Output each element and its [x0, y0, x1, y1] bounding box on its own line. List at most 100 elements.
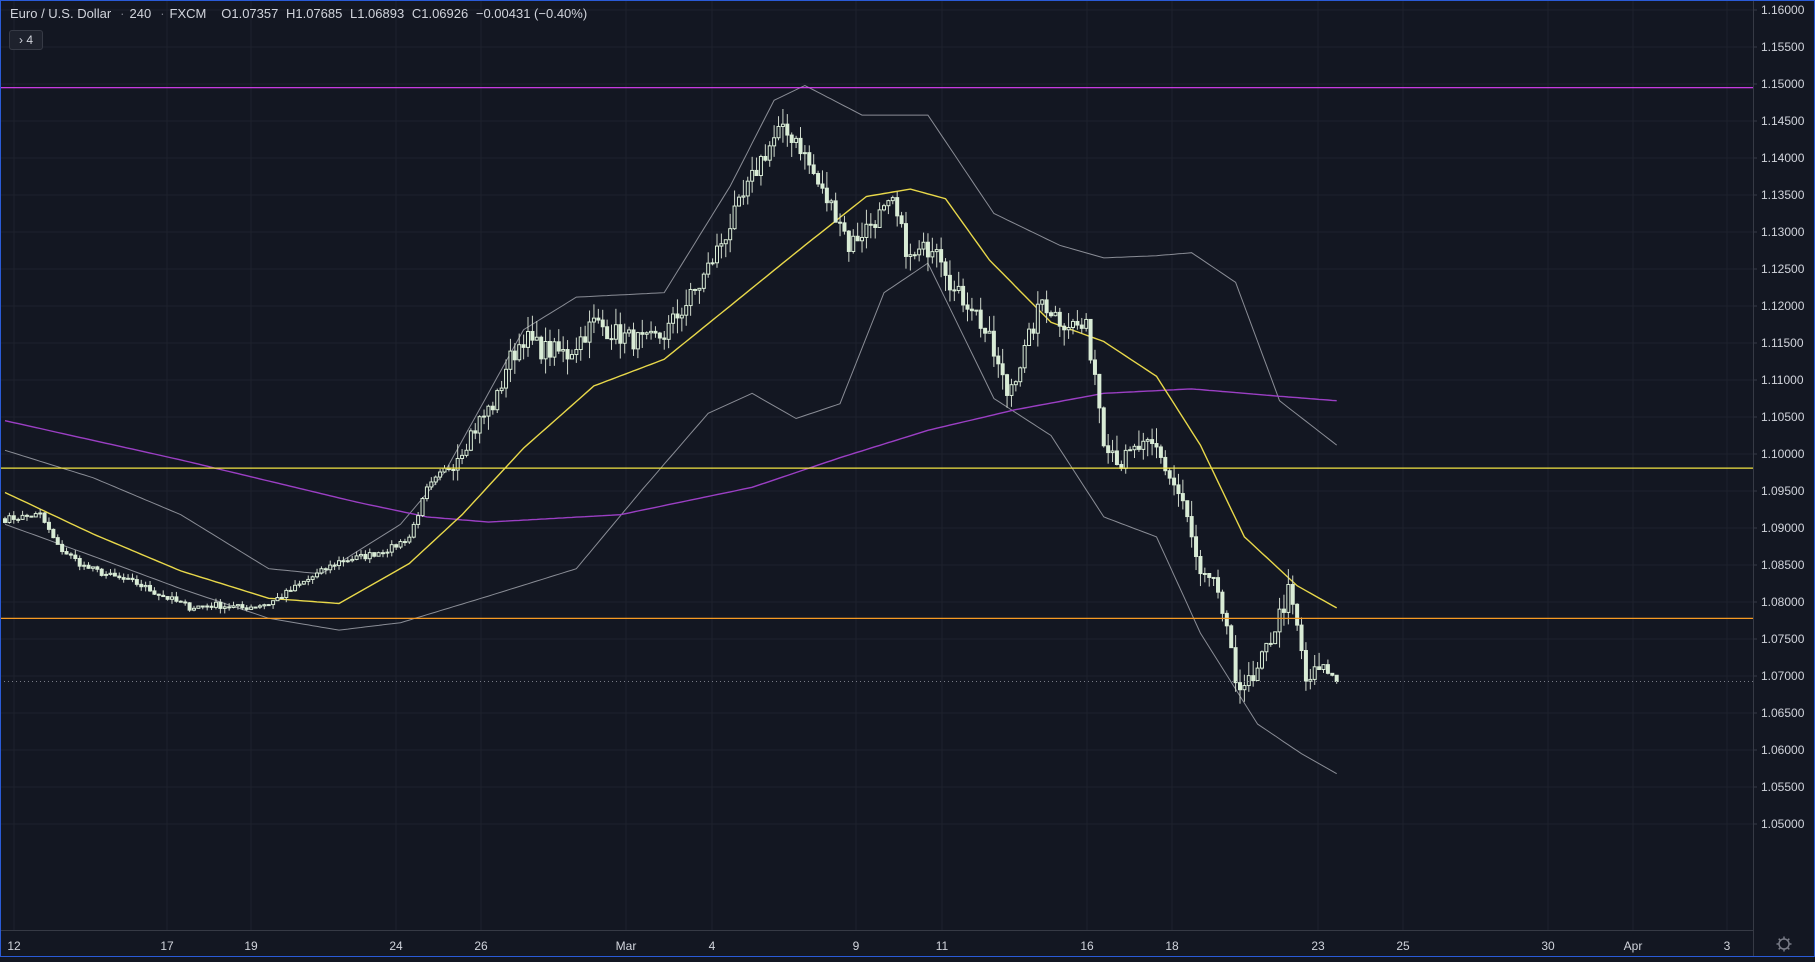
candle-body [213, 601, 218, 608]
candle [73, 550, 78, 562]
candle-body [1229, 625, 1234, 649]
candle-body [407, 536, 412, 543]
candle [29, 515, 34, 518]
candle-body [1277, 608, 1282, 633]
candle-body [134, 579, 139, 585]
candle [565, 340, 570, 375]
candle [591, 304, 596, 334]
gear-tooth [1778, 938, 1781, 941]
candle [297, 580, 302, 588]
candle [1123, 444, 1128, 474]
bollinger-lower-line [4, 262, 1337, 775]
candle-body [231, 605, 236, 608]
candle-body [1299, 624, 1304, 652]
candle [991, 315, 996, 367]
candle [156, 593, 161, 601]
candle [433, 475, 438, 486]
candle-body [486, 405, 491, 417]
candle-body [24, 514, 29, 517]
candle-body [266, 604, 271, 607]
candle-body [1325, 664, 1330, 674]
candle-body [33, 513, 38, 518]
candle [42, 512, 47, 524]
candle-body [156, 593, 161, 596]
candle [213, 598, 218, 610]
price-tick-label: 1.07500 [1761, 632, 1805, 646]
candle [1303, 642, 1308, 691]
candle-body [688, 288, 693, 307]
candle [1018, 366, 1023, 387]
candle [649, 321, 654, 340]
candle [1277, 597, 1282, 648]
candle [473, 423, 478, 440]
candle [583, 325, 588, 343]
change-value: −0.00431 (−0.40%) [475, 6, 588, 21]
candle-body [583, 336, 588, 343]
settings-gear-icon[interactable] [1776, 936, 1792, 952]
candle [244, 604, 249, 612]
candle [315, 568, 320, 579]
candle [504, 359, 509, 398]
candle-body [798, 137, 803, 155]
candle [183, 599, 188, 606]
candle-body [868, 223, 873, 226]
candle [653, 326, 658, 338]
candle [983, 327, 988, 343]
candle-body [864, 223, 869, 238]
candle [104, 571, 109, 579]
candle-body [530, 330, 535, 341]
candle-body [561, 349, 566, 352]
candle-body [552, 341, 557, 358]
candle [499, 380, 504, 394]
candle [754, 157, 759, 177]
candle [1172, 465, 1177, 496]
candle-body [811, 164, 816, 174]
candle-body [754, 169, 759, 177]
candle [851, 229, 856, 254]
time-tick-label: 4 [709, 939, 716, 953]
candle-body [438, 471, 443, 478]
candle [1325, 659, 1330, 675]
candle [512, 343, 517, 374]
candle-body [433, 476, 438, 483]
candle [288, 586, 293, 592]
candle [961, 278, 966, 313]
candle-body [1053, 311, 1058, 317]
candle-body [1312, 666, 1317, 680]
candle [644, 331, 649, 340]
symbol-name[interactable]: Euro / U.S. Dollar [10, 6, 112, 21]
candle-body [956, 285, 961, 292]
candle [882, 203, 886, 212]
candle-body [508, 350, 513, 370]
candle [468, 428, 473, 452]
candle [688, 282, 693, 316]
candle [969, 297, 974, 321]
gear-tooth [1787, 947, 1790, 950]
candle-body [1049, 312, 1054, 317]
candle [345, 557, 350, 563]
indicators-toggle-button[interactable]: › 4 [9, 30, 43, 50]
candle-body [1141, 440, 1146, 450]
time-tick-label: 19 [244, 939, 258, 953]
candle [1075, 310, 1080, 330]
candle-body [55, 537, 60, 545]
candle-body [1185, 500, 1190, 518]
close-value: C1.06926 [411, 6, 469, 21]
candle-body [565, 349, 570, 360]
candle-body [464, 449, 469, 456]
candle-body [609, 338, 614, 341]
candle-body [235, 604, 240, 607]
time-tick-label: 23 [1311, 939, 1325, 953]
candle-body [310, 576, 315, 580]
price-tick-label: 1.08000 [1761, 595, 1805, 609]
candle [609, 324, 614, 350]
candle-body [622, 332, 627, 344]
candle [227, 603, 232, 611]
candle-body [1264, 642, 1269, 653]
candle [438, 469, 443, 481]
candle-body [961, 285, 966, 306]
candle [947, 260, 952, 302]
candle [442, 465, 447, 473]
